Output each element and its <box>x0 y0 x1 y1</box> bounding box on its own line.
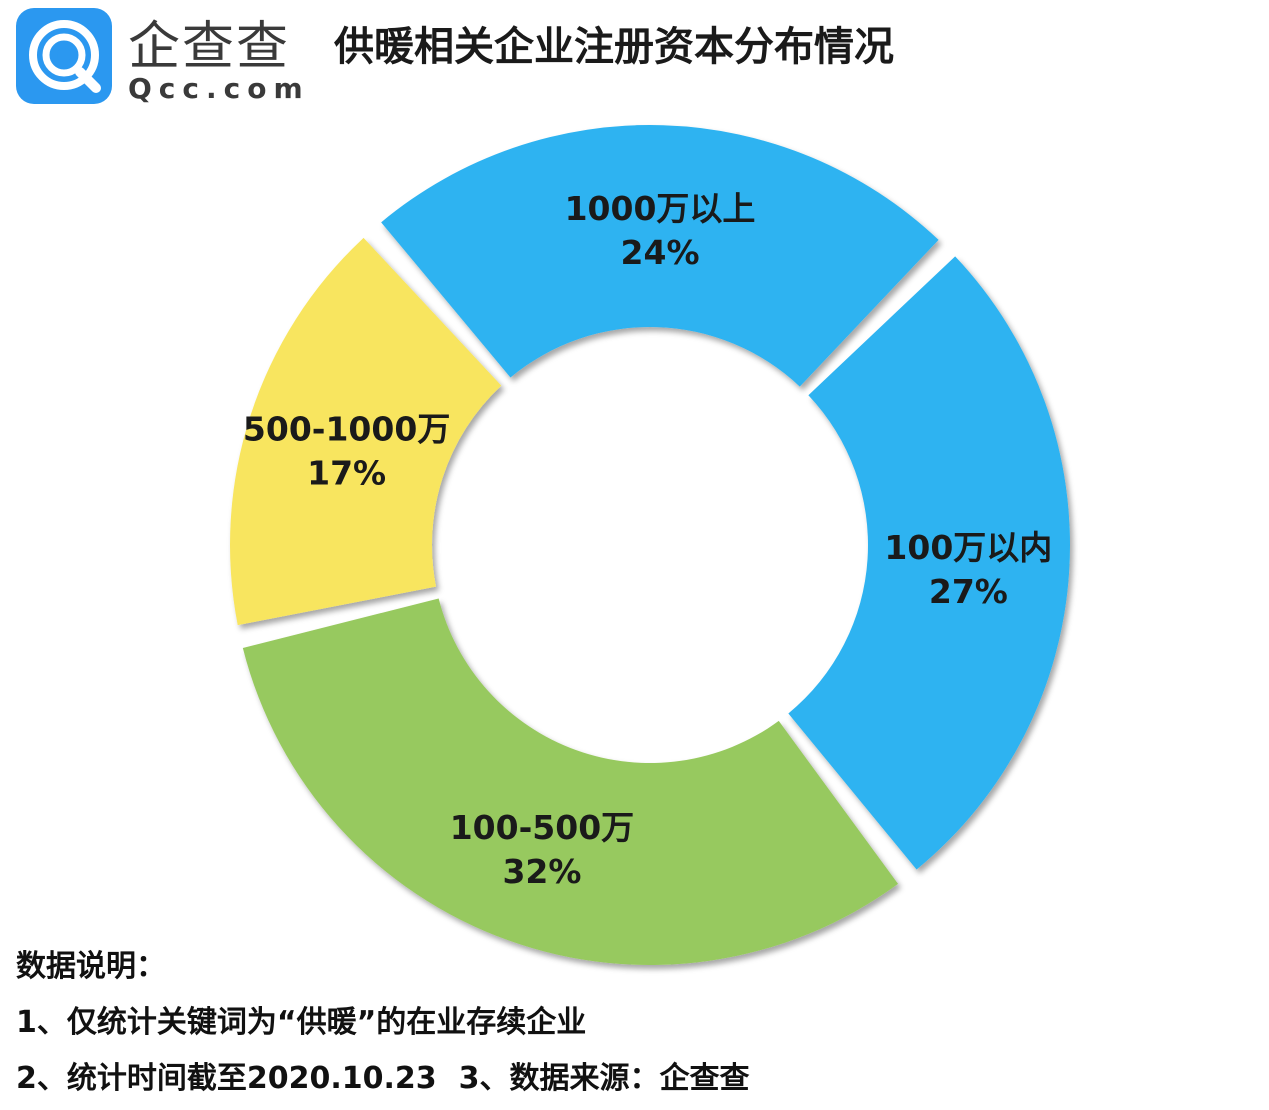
qcc-logo <box>16 8 112 104</box>
slice-value-1: 32% <box>502 852 581 891</box>
chart-title: 供暖相关企业注册资本分布情况 <box>334 24 894 70</box>
qcc-logo-icon <box>29 20 101 93</box>
note-line-2: 2、统计时间截至2020.10.23 3、数据来源：企查查 <box>16 1054 750 1110</box>
logo-brand-text: 企查查 <box>128 17 291 77</box>
data-notes: 数据说明： 1、仅统计关键词为“供暖”的在业存续企业 2、统计时间截至2020.… <box>16 942 750 1110</box>
donut-slice-0 <box>788 256 1070 870</box>
slice-value-2: 17% <box>307 453 386 492</box>
donut-slice-3 <box>381 124 939 387</box>
logo-domain-text: Qcc.com <box>128 72 310 105</box>
note-line-2-source: 3、数据来源：企查查 <box>458 1061 750 1096</box>
slice-label-1: 100-500万 <box>450 808 634 847</box>
notes-heading: 数据说明： <box>16 949 166 984</box>
slice-value-0: 27% <box>929 572 1008 611</box>
note-line-1: 1、仅统计关键词为“供暖”的在业存续企业 <box>16 1005 587 1040</box>
slice-label-3: 1000万以上 <box>565 189 756 228</box>
donut-slice-2 <box>230 237 502 626</box>
note-line-2-date: 2、统计时间截至2020.10.23 <box>16 1061 437 1096</box>
slice-label-0: 100万以内 <box>884 528 1052 567</box>
slice-value-3: 24% <box>621 233 700 272</box>
slice-label-2: 500-1000万 <box>243 409 450 448</box>
donut-slice-1 <box>242 598 899 966</box>
